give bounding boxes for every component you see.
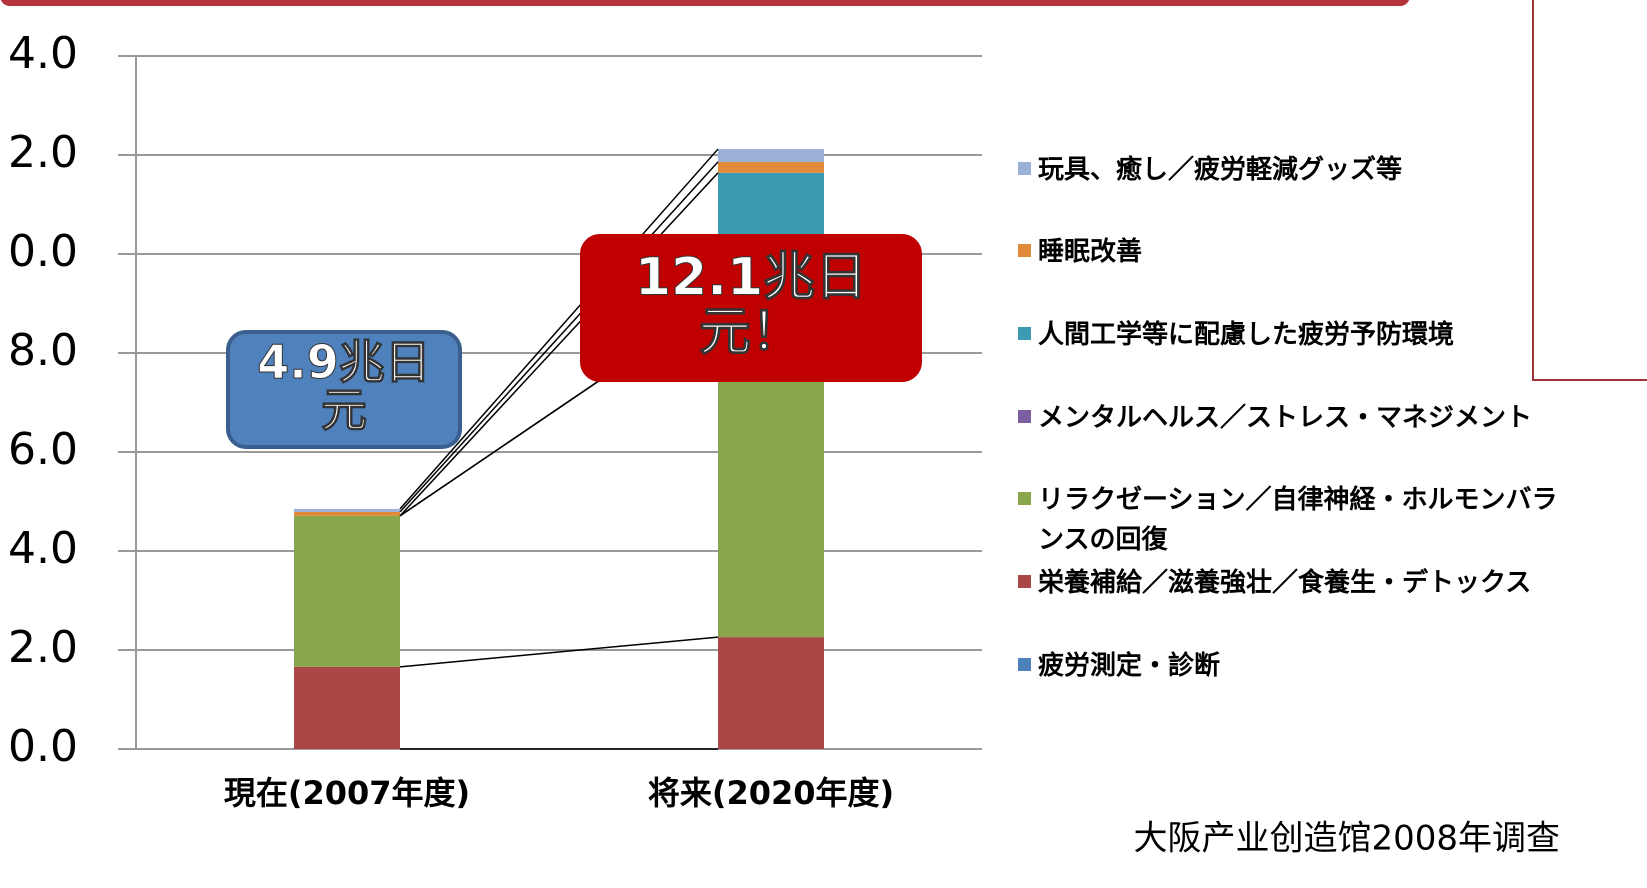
legend-item: 人間工学等に配慮した疲労予防環境 (1018, 315, 1558, 355)
legend-label: 栄養補給／滋養強壮／食養生・デトックス (1038, 568, 1532, 598)
callout-text: 12.1兆日 (635, 248, 867, 308)
callout-box (226, 330, 462, 449)
side-box (1532, 0, 1647, 381)
bar-segment (294, 511, 400, 516)
legend-swatch (1018, 492, 1031, 505)
connector (399, 148, 719, 510)
y-tick-label: 4.0 (8, 28, 78, 79)
legend-swatch (1018, 575, 1031, 588)
bar-segment (718, 637, 824, 749)
x-tick-label: 将来(2020年度) (648, 774, 894, 812)
legend-label: 人間工学等に配慮した疲労予防環境 (1038, 320, 1455, 350)
legend-item: メンタルヘルス／ストレス・マネジメント (1018, 398, 1558, 438)
bar-segment (294, 508, 400, 512)
callout-text: 元 (321, 383, 367, 437)
callout-text: 元！ (699, 302, 803, 362)
legend-label: リラクゼーション／自律神経・ホルモンバランスの回復 (1038, 485, 1558, 555)
legend-label: 玩具、癒し／疲労軽減グッズ等 (1038, 155, 1403, 185)
header-bar (0, 0, 1410, 6)
bar-segment (718, 149, 824, 162)
bar-segment (718, 161, 824, 173)
legend-swatch (1018, 244, 1031, 257)
x-tick-label: 現在(2007年度) (224, 774, 470, 812)
callout-box (580, 234, 922, 382)
source: 大阪产业创造馆2008年调查 (1133, 819, 1560, 859)
y-tick-label: 6.0 (8, 424, 78, 475)
bar-segment (294, 515, 400, 667)
y-tick-label: 8.0 (8, 325, 78, 376)
legend-swatch (1018, 162, 1031, 175)
callout-text: 4.9兆日 (257, 335, 431, 389)
connector (399, 636, 719, 668)
y-tick-label: 2.0 (8, 622, 78, 673)
y-tick-label: 0.0 (8, 226, 78, 277)
legend-swatch (1018, 327, 1031, 340)
legend-item: 栄養補給／滋養強壮／食養生・デトックス (1018, 563, 1558, 603)
legend-item: 疲労測定・診断 (1018, 646, 1558, 686)
y-tick-label: 4.0 (8, 523, 78, 574)
legend-swatch (1018, 658, 1031, 671)
y-tick-label: 0.0 (8, 721, 78, 772)
legend-item: 玩具、癒し／疲労軽減グッズ等 (1018, 150, 1558, 190)
legend-swatch (1018, 410, 1031, 423)
legend-item: リラクゼーション／自律神経・ホルモンバランスの回復 (1018, 480, 1558, 560)
legend-item: 睡眠改善 (1018, 232, 1558, 272)
bar-segment (294, 666, 400, 749)
legend-label: メンタルヘルス／ストレス・マネジメント (1038, 403, 1533, 433)
connector (399, 161, 719, 513)
legend-label: 疲労測定・診断 (1038, 651, 1221, 681)
legend-label: 睡眠改善 (1038, 237, 1143, 267)
y-tick-label: 2.0 (8, 127, 78, 178)
connector (399, 172, 719, 517)
